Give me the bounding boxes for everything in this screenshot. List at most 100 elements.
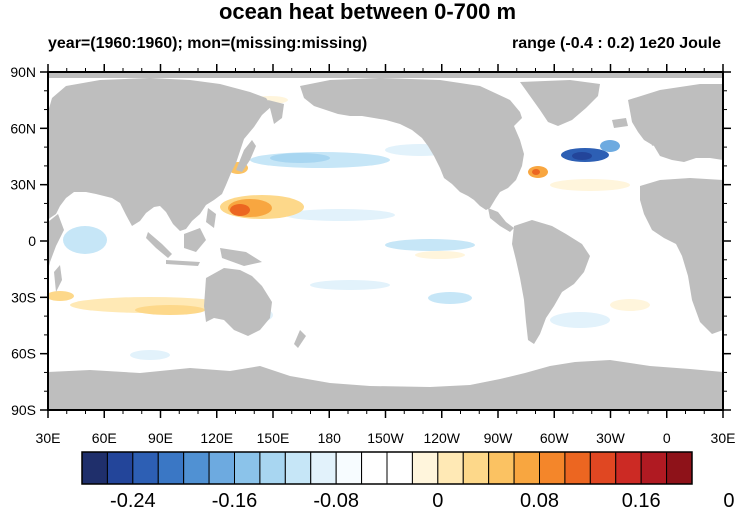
colorbar-tick-label: -0.16: [212, 490, 258, 510]
colorbar-swatch: [361, 451, 388, 485]
map-area: [48, 72, 723, 410]
colorbar-swatch: [564, 451, 591, 485]
anomaly-patch: [550, 179, 630, 191]
anomaly-patch: [48, 291, 74, 301]
land-australia: [204, 268, 272, 336]
colorbar-swatch: [462, 451, 490, 485]
longitude-label: 30E: [711, 430, 735, 446]
colorbar-tick-label: 0.24: [723, 490, 735, 510]
latitude-label: 30S: [11, 289, 36, 305]
land-java: [166, 260, 200, 266]
anomaly-patch: [130, 350, 170, 360]
land-kamchatka: [268, 100, 284, 124]
colorbar-swatch: [666, 451, 693, 485]
colorbar-swatch: [310, 451, 337, 485]
subtitle-time-range: year=(1960:1960); mon=(missing:missing): [48, 35, 368, 52]
land-north-america: [300, 78, 524, 210]
longitude-label: 150W: [367, 430, 404, 446]
longitude-label: 120E: [200, 430, 233, 446]
colorbar-swatch: [259, 451, 286, 485]
colorbar-swatch: [615, 451, 642, 485]
longitude-label: 60E: [92, 430, 117, 446]
longitude-label: 90E: [148, 430, 173, 446]
latitude-label: 30N: [10, 177, 36, 193]
longitude-label: 30W: [596, 430, 626, 446]
colorbar-swatch: [513, 451, 540, 485]
land-antarctica: [48, 360, 723, 410]
colorbar-swatch: [157, 451, 185, 485]
land-africa-west: [640, 178, 723, 334]
anomaly-patch: [428, 292, 472, 304]
anomaly-patch: [270, 153, 330, 163]
colorbar-frame: [81, 451, 693, 485]
colorbar-swatch: [386, 451, 413, 485]
longitude-label: 90W: [484, 430, 514, 446]
axis-ticks: [40, 64, 731, 418]
anomaly-patch: [285, 209, 395, 221]
anomaly-patch: [610, 299, 650, 311]
land-arctic: [48, 72, 723, 78]
latitude-label: 90S: [11, 402, 36, 418]
longitude-label: 60W: [540, 430, 570, 446]
anomaly-patch: [600, 140, 620, 152]
colorbar-tick-label: 0: [432, 490, 443, 510]
colorbar-tick-label: 0.08: [520, 490, 559, 510]
colorbar-swatch: [106, 451, 134, 485]
latitude-label: 60S: [11, 346, 36, 362]
colorbar-swatch: [539, 451, 566, 485]
longitude-label: 120W: [423, 430, 460, 446]
land-madagascar: [54, 265, 62, 292]
land-british-isles: [650, 126, 660, 146]
land-eurasia: [48, 78, 272, 231]
colorbar-swatch: [183, 451, 210, 485]
latitude-label: 0: [28, 233, 36, 249]
land-iceland: [612, 118, 628, 128]
longitude-label: 150E: [257, 430, 290, 446]
land-new-guinea: [220, 248, 262, 266]
subtitle-value-range: range (-0.4 : 0.2) 1e20 Joule: [512, 35, 721, 52]
anomaly-patch: [550, 312, 610, 328]
colorbar-swatch: [234, 451, 261, 485]
colorbar-swatch: [335, 451, 363, 485]
colorbar-tick-label: -0.24: [110, 490, 156, 510]
colorbar-swatch: [132, 451, 159, 485]
land-new-zealand: [294, 330, 306, 348]
land-masses: [48, 72, 723, 410]
colorbar-swatch: [437, 451, 464, 485]
longitude-label: 30E: [36, 430, 61, 446]
anomaly-patch: [63, 226, 107, 254]
anomaly-patch: [230, 204, 250, 216]
latitude-labels: 90N 60N 30N 0 30S 60S 90S: [10, 64, 36, 418]
longitude-label: 180: [318, 430, 342, 446]
colorbar-swatch: [488, 451, 515, 485]
colorbar-swatch: [208, 451, 235, 485]
anomaly-patch: [572, 152, 592, 160]
land-africa-east: [48, 214, 64, 270]
colorbar-labels: -0.24 -0.16 -0.08 0 0.08 0.16 0.24: [110, 490, 735, 510]
land-south-america: [512, 220, 590, 344]
colorbar-tick-label: -0.08: [313, 490, 359, 510]
land-japan: [236, 140, 256, 172]
anomaly-patch: [385, 239, 475, 251]
anomaly-patch: [135, 305, 205, 315]
colorbar-swatch: [411, 451, 439, 485]
colorbar-swatch: [81, 451, 108, 485]
latitude-label: 60N: [10, 120, 36, 136]
colorbar-tick-label: 0.16: [622, 490, 661, 510]
anomaly-patch: [415, 251, 465, 259]
land-central-america: [488, 208, 514, 232]
longitude-labels: 30E 60E 90E 120E 150E 180 150W 120W 90W 60W 30W 0 30…: [36, 430, 735, 446]
anomaly-patch: [532, 169, 540, 175]
land-borneo: [184, 228, 206, 252]
land-sumatra: [146, 232, 172, 258]
latitude-label: 90N: [10, 64, 36, 80]
longitude-label: 0: [663, 430, 671, 446]
land-greenland: [520, 80, 600, 126]
land-philippines: [206, 208, 216, 228]
colorbar: [81, 451, 693, 485]
plot-title: ocean heat between 0-700 m: [218, 0, 517, 24]
positive-anomalies: [48, 96, 650, 315]
colorbar-swatch: [640, 451, 668, 485]
colorbar-swatch: [284, 451, 312, 485]
